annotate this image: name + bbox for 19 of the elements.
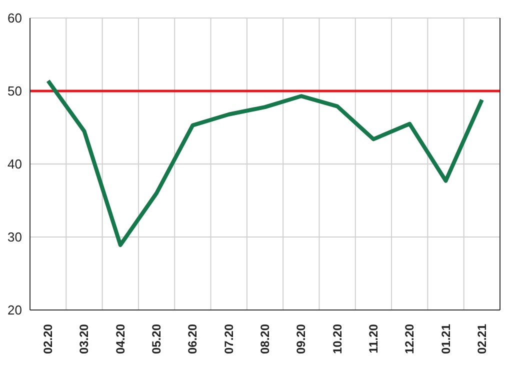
x-tick-label: 06.20 bbox=[186, 324, 200, 354]
y-tick-label: 30 bbox=[8, 230, 22, 245]
line-series bbox=[46, 78, 484, 248]
y-tick-label: 50 bbox=[8, 84, 22, 99]
x-tick-label: 11.20 bbox=[366, 324, 380, 354]
x-tick-label: 12.20 bbox=[402, 324, 417, 354]
x-tick-label: 02.20 bbox=[41, 324, 56, 354]
x-tick-label: 02.21 bbox=[474, 324, 489, 354]
x-tick-label: 03.20 bbox=[77, 324, 92, 354]
x-tick-label: 05.20 bbox=[150, 324, 164, 354]
x-tick-label: 07.20 bbox=[222, 324, 236, 354]
x-tick-label: 10.20 bbox=[330, 324, 344, 354]
x-tick-label: 04.20 bbox=[113, 324, 128, 354]
y-tick-label: 40 bbox=[8, 156, 22, 172]
x-tick-label: 09.20 bbox=[294, 324, 308, 354]
y-tick-label: 60 bbox=[8, 10, 22, 26]
x-tick-label: 01.21 bbox=[438, 324, 453, 354]
x-tick-label: 08.20 bbox=[258, 324, 272, 354]
y-tick-label: 20 bbox=[8, 302, 22, 318]
